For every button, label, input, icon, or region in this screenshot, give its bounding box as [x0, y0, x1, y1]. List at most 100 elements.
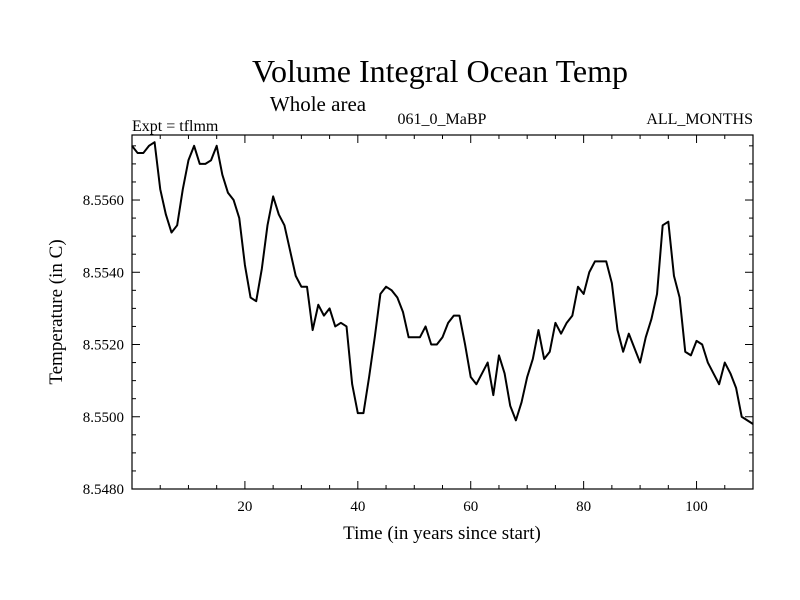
data-point [701, 343, 703, 346]
data-point [707, 361, 709, 364]
x-axis-label: Time (in years since start) [343, 523, 541, 544]
data-point [447, 322, 449, 324]
data-point [492, 394, 494, 396]
data-point [566, 322, 568, 324]
data-point [396, 296, 398, 299]
data-point [487, 361, 489, 364]
data-point [679, 296, 681, 299]
data-point [746, 419, 748, 421]
series-layer [131, 141, 754, 425]
data-point [628, 333, 630, 335]
data-point [419, 336, 421, 338]
data-point [289, 249, 291, 252]
data-point [633, 347, 636, 349]
data-point [340, 322, 342, 324]
data-point [690, 354, 692, 356]
x-tick-label: 60 [463, 499, 478, 515]
data-point [498, 354, 500, 356]
data-point [306, 286, 308, 288]
data-point [622, 351, 624, 353]
plot-frame [131, 134, 754, 490]
data-point [216, 145, 218, 147]
data-point [165, 213, 167, 216]
data-point [656, 293, 658, 295]
data-point [577, 286, 579, 288]
data-point [413, 336, 415, 338]
data-point [504, 372, 506, 375]
y-tick-label: 8.5560 [83, 193, 124, 209]
data-point [374, 336, 376, 338]
data-point [430, 343, 432, 346]
data-point [645, 336, 647, 338]
data-point [470, 376, 472, 378]
data-point [266, 224, 269, 226]
data-point [278, 213, 280, 216]
data-point [193, 145, 195, 147]
data-point [520, 401, 523, 403]
data-point [588, 271, 590, 273]
data-point [662, 224, 664, 226]
data-point [408, 336, 410, 338]
data-point [695, 340, 698, 342]
data-point [650, 318, 652, 320]
data-point [436, 343, 438, 346]
data-point [537, 329, 540, 331]
data-point [515, 419, 517, 421]
data-point [295, 275, 297, 277]
data-point [385, 286, 387, 288]
data-point [718, 383, 720, 385]
y-axis-label: Temperature (in C) [46, 239, 67, 384]
data-point [187, 159, 190, 161]
data-point [159, 188, 161, 190]
data-point [441, 336, 444, 338]
y-tick-label: 8.5540 [83, 265, 124, 281]
data-point [283, 224, 286, 226]
data-point [351, 383, 353, 385]
data-point [543, 358, 545, 360]
y-tick-label: 8.5500 [83, 410, 124, 426]
data-point [605, 260, 607, 263]
data-point [153, 141, 156, 143]
data-point [137, 152, 139, 154]
data-point [526, 376, 528, 378]
data-point [475, 383, 477, 385]
data-point [458, 315, 461, 317]
data-point [357, 412, 359, 414]
annotation-period: 061_0_MaBP [398, 111, 487, 128]
data-point [560, 333, 562, 335]
data-point [712, 372, 715, 375]
data-point [368, 376, 370, 378]
data-point [402, 311, 404, 313]
data-point [182, 188, 184, 190]
x-tick-label: 40 [350, 499, 365, 515]
data-point [131, 145, 133, 147]
data-point [684, 351, 686, 353]
annotation-months: ALL_MONTHS [646, 111, 753, 128]
data-point [170, 231, 173, 234]
data-point [379, 293, 381, 295]
data-point [424, 325, 427, 328]
data-point [148, 145, 150, 147]
data-point [199, 163, 201, 165]
data-point [549, 351, 551, 353]
x-tick-label: 80 [576, 499, 591, 515]
data-point [142, 152, 144, 154]
data-point [752, 423, 754, 425]
series-line [131, 141, 754, 425]
data-point [583, 293, 585, 295]
data-point [729, 372, 732, 375]
data-point [571, 315, 573, 317]
data-point [453, 315, 455, 317]
data-point [210, 159, 212, 161]
data-point [509, 405, 511, 407]
data-point [464, 343, 466, 346]
data-point [724, 361, 726, 364]
y-axis: 8.5480 8.5500 8.5520 8.5540 8.5560 [83, 145, 753, 498]
data-point [334, 325, 336, 328]
data-point [594, 260, 596, 263]
data-point [741, 416, 743, 418]
y-tick-label: 8.5480 [83, 482, 124, 498]
data-point [227, 192, 229, 194]
data-point [176, 224, 178, 226]
